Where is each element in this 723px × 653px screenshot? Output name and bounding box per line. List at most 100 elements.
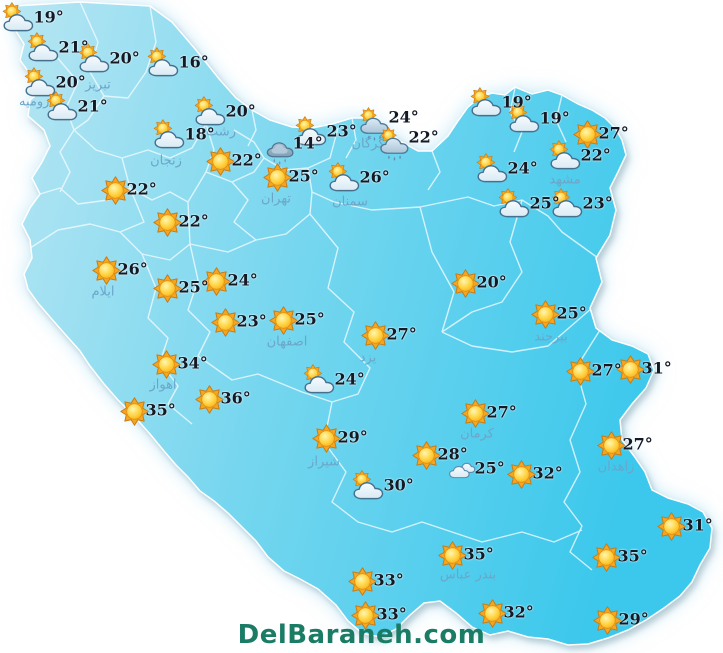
temperature-label: 32° — [532, 463, 563, 483]
weather-station: 21° — [25, 32, 89, 64]
sun-cloud-icon — [474, 153, 511, 185]
temperature-label: 24° — [507, 158, 538, 178]
weather-station: 24° — [474, 153, 538, 185]
sun-icon — [152, 273, 182, 303]
weather-station: 25° بیرجند — [530, 299, 587, 344]
weather-station: 36° — [194, 384, 251, 414]
weather-station: 27° — [565, 356, 622, 386]
temperature-label: 33° — [373, 570, 404, 590]
temperature-label: 28° — [437, 444, 468, 464]
sun-icon — [460, 398, 490, 428]
weather-station: 34° اهواز — [149, 349, 208, 392]
sun-cloud-icon — [192, 96, 229, 128]
temperature-label: 29° — [618, 609, 649, 629]
temperature-label: 19° — [539, 108, 570, 128]
temperature-label: 18° — [184, 124, 215, 144]
weather-station: 27° کرمان — [460, 398, 517, 441]
weather-station: 25° اصفهان — [267, 305, 325, 349]
temperature-label: 35° — [463, 544, 494, 564]
sun-cloud-icon — [151, 119, 188, 151]
weather-station: 23° — [549, 188, 613, 220]
temperature-label: 20° — [55, 72, 86, 92]
weather-station: 32° — [506, 459, 563, 489]
sun-icon — [596, 430, 626, 460]
sun-icon — [91, 255, 121, 285]
temperature-label: 19° — [501, 92, 532, 112]
temperature-label: 23° — [582, 193, 613, 213]
weather-station: 19° — [0, 2, 64, 34]
weather-station: 23° — [293, 116, 357, 148]
temperature-label: 23° — [236, 311, 267, 331]
sun-icon — [205, 146, 235, 176]
weather-station: 31° — [656, 511, 713, 541]
temperature-label: 21° — [58, 37, 89, 57]
weather-station: 29° شیراز — [308, 423, 368, 469]
province-borders — [23, 2, 601, 571]
weather-station: 22° زنجان — [150, 146, 262, 176]
weather-station: 24° — [301, 364, 365, 396]
weather-station: 19° — [506, 103, 570, 135]
temperature-label: 33° — [376, 604, 407, 624]
sun-cloud-icon — [350, 470, 387, 502]
temperature-label: 22° — [408, 127, 439, 147]
weather-station: 35° بندر عباس — [437, 540, 496, 582]
city-label: شیراز — [308, 454, 340, 470]
sun-icon — [119, 396, 149, 426]
temperature-label: 36° — [220, 388, 251, 408]
weather-station: 14° — [265, 135, 323, 166]
sun-icon — [100, 175, 130, 205]
temperature-label: 16° — [178, 52, 209, 72]
temperature-label: 25° — [288, 166, 319, 186]
sun-icon — [360, 320, 390, 350]
temperature-label: 32° — [503, 602, 534, 622]
city-label: اهواز — [149, 377, 177, 393]
sun-cloud-icon — [326, 162, 363, 194]
temperature-label: 22° — [580, 145, 611, 165]
temperature-label: 35° — [617, 546, 648, 566]
sun-cloud-icon — [496, 188, 533, 220]
city-label: ارومیه — [18, 94, 54, 110]
weather-station: 27° — [572, 119, 629, 149]
temperature-label: 30° — [383, 475, 414, 495]
weather-station: 35° — [591, 542, 648, 572]
weather-station: 19° — [468, 87, 532, 119]
city-label: یزد — [359, 350, 377, 366]
temperature-label: 19° — [33, 7, 64, 27]
temperature-label: 35° — [145, 400, 176, 420]
rain-icon — [377, 127, 412, 162]
sun-cloud-icon — [44, 91, 81, 123]
sun-icon — [194, 384, 224, 414]
weather-station: 28° — [411, 440, 468, 470]
temperature-label: 20° — [225, 101, 256, 121]
sun-cloud-icon — [547, 140, 584, 172]
temperature-label: 25° — [294, 309, 325, 329]
weather-station: 22° مشهد — [547, 140, 611, 187]
sun-icon — [151, 349, 181, 379]
temperature-label: 29° — [337, 427, 368, 447]
weather-station: 16° — [145, 47, 209, 79]
temperature-label: 22° — [231, 150, 262, 170]
weather-station: 27° یزد — [360, 320, 417, 365]
temperature-label: 24° — [227, 270, 258, 290]
weather-station: 25° — [447, 459, 505, 480]
city-label: کرمان — [460, 426, 494, 442]
weather-station: 35° — [119, 396, 176, 426]
city-label: رشت — [206, 124, 236, 140]
weather-station: 25° تهران — [261, 162, 319, 206]
temperature-label: 27° — [386, 324, 417, 344]
weather-station: 22° گرگان — [351, 127, 439, 162]
weather-station: 20° تبریز — [22, 67, 111, 99]
city-label: گرگان — [351, 136, 385, 152]
weather-station: 20° — [76, 43, 140, 75]
city-label: بیرجند — [534, 329, 568, 345]
temperature-label: 25° — [556, 303, 587, 323]
sun-cloud-icon — [145, 47, 182, 79]
sun-icon — [565, 356, 595, 386]
sun-icon — [506, 459, 536, 489]
city-label: اصفهان — [266, 334, 308, 350]
weather-station: 25° — [496, 188, 560, 220]
temperature-label: 27° — [591, 360, 622, 380]
weather-station: 22° — [100, 175, 157, 205]
